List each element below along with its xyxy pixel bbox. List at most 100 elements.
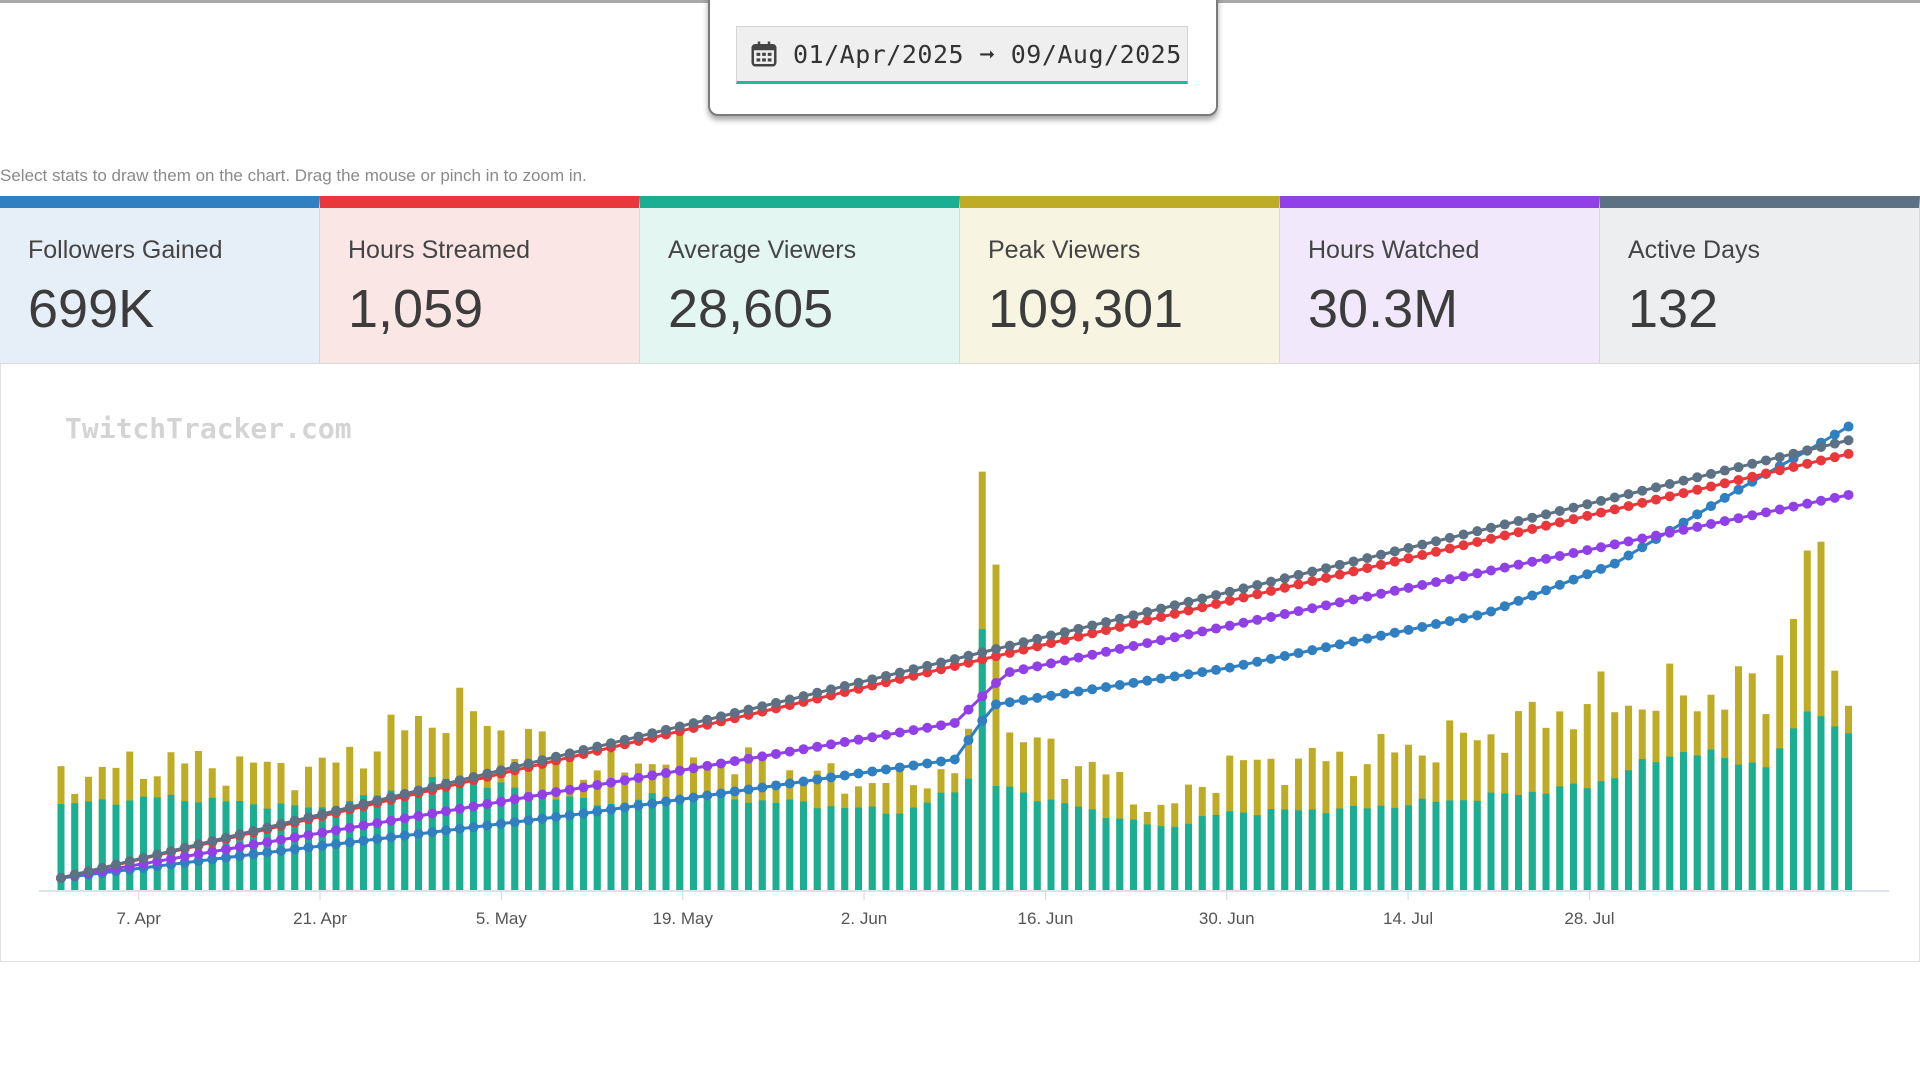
hours-watched-point [853,734,864,745]
peak-viewers-bar [1597,671,1605,890]
hours-watched-point [1073,652,1084,663]
chart-container[interactable]: 7. Apr 21. Apr 5. May 19. May 2. Jun 16. Jun 3… [0,364,1920,962]
hours-watched-point [262,837,273,848]
active-days-point [1334,559,1345,570]
card-followers-gained[interactable]: Followers Gained 699K [0,196,320,364]
active-days-point [1183,596,1194,607]
x-axis-tick-label: 28. Jul [1564,909,1614,928]
active-days-point [1114,613,1125,624]
hours-watched-point [207,846,218,857]
stats-chart[interactable]: 7. Apr 21. Apr 5. May 19. May 2. Jun 16. Jun 3… [1,364,1919,960]
average-viewers-bar [1487,792,1495,890]
hours-watched-point [922,722,933,733]
active-days-point [1004,640,1015,651]
active-days-point [1403,542,1414,553]
hours-watched-point [399,813,410,824]
hours-watched-point [1788,501,1799,512]
followers-gained-point [386,832,396,843]
active-days-point [234,829,245,840]
hours-watched-point [1527,556,1538,567]
hours-watched-point [839,737,850,748]
hours-watched-point [1802,498,1813,509]
hours-watched-point [1224,620,1235,631]
average-viewers-bar [1020,792,1027,890]
followers-gained-point [1128,677,1139,688]
followers-gained-point [1637,542,1648,553]
active-days-point [1142,606,1153,617]
followers-gained-point [193,856,204,867]
average-viewers-bar [1102,818,1110,890]
active-days-point [1637,485,1648,496]
followers-gained-point [922,758,933,769]
hours-streamed-point [1238,592,1249,603]
active-days-point [1747,458,1758,469]
followers-gained-point [771,780,781,791]
average-viewers-bar [1322,813,1330,890]
active-days-point [1664,479,1675,490]
followers-gained-point [1362,633,1373,644]
hours-streamed-point [1169,608,1180,619]
x-axis-tick-label: 2. Jun [841,909,887,928]
hours-streamed-point [1224,595,1235,606]
card-hours-watched[interactable]: Hours Watched 30.3M [1280,196,1600,364]
followers-gained-point [276,845,286,856]
active-days-point [1348,556,1359,567]
followers-gained-point [1197,667,1208,678]
hours-watched-point [523,791,534,802]
chart-hint: Select stats to draw them on the chart. … [0,166,587,185]
average-viewers-bar [676,799,684,890]
active-days-point [138,852,149,863]
hours-watched-point [1059,655,1070,666]
followers-gained-point [702,790,713,801]
active-days-point [757,701,768,712]
date-range-input[interactable]: 01/Apr/2025 ➞ 09/Aug/2025 [736,26,1188,84]
followers-gained-point [1348,636,1359,647]
card-peak-viewers[interactable]: Peak Viewers 109,301 [960,196,1280,364]
hours-watched-point [1541,553,1551,564]
average-viewers-bar [98,799,106,890]
active-days-point [1444,532,1455,543]
followers-gained-point [1706,501,1716,512]
followers-gained-point [262,847,273,858]
followers-gained-point [482,820,493,831]
active-days-point [991,644,1001,655]
active-days-point [482,768,493,779]
average-viewers-bar [1143,824,1151,890]
active-days-point [674,721,685,732]
hours-watched-point [1472,568,1483,579]
active-days-point [1733,462,1744,473]
average-viewers-bar [580,797,587,890]
active-days-point [262,822,273,833]
card-label: Hours Watched [1308,236,1480,264]
hours-watched-point [1183,629,1194,640]
card-average-viewers[interactable]: Average Viewers 28,605 [640,196,960,364]
average-viewers-bar [786,799,794,890]
hours-watched-point [1087,649,1098,660]
active-days-point [152,849,163,860]
active-days-point [688,718,699,729]
active-days-point [922,660,933,671]
hours-streamed-point [1183,605,1194,616]
hours-streamed-point [1032,641,1043,652]
active-days-point [1843,435,1854,446]
card-hours-streamed[interactable]: Hours Streamed 1,059 [320,196,640,364]
active-days-point [1376,549,1386,560]
average-viewers-bar [511,787,519,890]
hours-watched-point [949,717,960,728]
hours-watched-point [1046,658,1056,669]
hours-watched-point [1651,530,1661,541]
date-range-text: 01/Apr/2025 ➞ 09/Aug/2025 [793,39,1182,69]
stat-cards: Followers Gained 699K Hours Streamed 1,0… [0,196,1920,364]
active-days-point [1692,472,1703,483]
followers-gained-point [207,854,218,865]
followers-gained-point [1692,509,1703,520]
card-active-days[interactable]: Active Days 132 [1600,196,1920,364]
average-viewers-bar [167,794,175,890]
hours-watched-point [1623,536,1634,547]
active-days-point [784,694,795,705]
hours-watched-point [619,775,630,786]
average-viewers-bar [937,792,945,890]
followers-gained-point [688,792,699,803]
hours-watched-point [1596,542,1606,553]
average-viewers-bar [1528,791,1536,890]
